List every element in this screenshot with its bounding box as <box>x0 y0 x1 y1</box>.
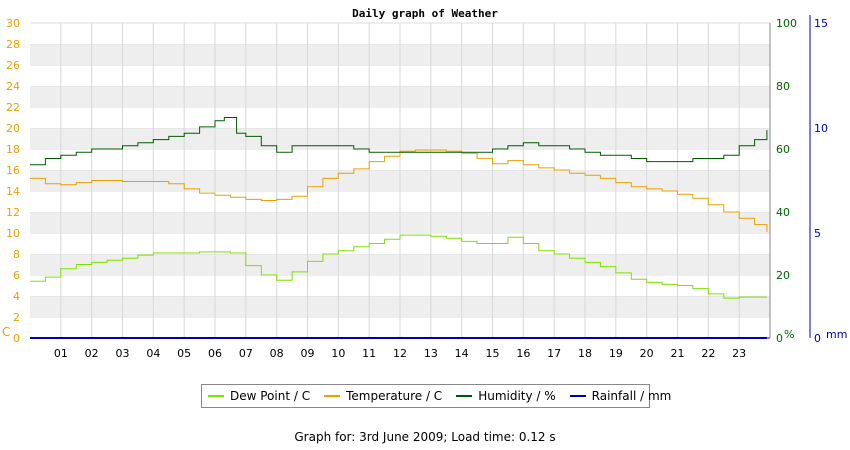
legend-item-humidity: Humidity / % <box>456 389 556 403</box>
left-tick-label: 26 <box>6 59 20 72</box>
x-tick-label: 04 <box>146 347 160 360</box>
x-tick-label: 09 <box>301 347 315 360</box>
legend-label: Humidity / % <box>478 389 556 403</box>
x-tick-label: 08 <box>270 347 284 360</box>
left-tick-label: 10 <box>6 227 20 240</box>
left-tick-label: 14 <box>6 185 20 198</box>
x-tick-label: 16 <box>516 347 530 360</box>
left-tick-label: 22 <box>6 101 20 114</box>
left-tick-label: 8 <box>13 248 20 261</box>
humidity-tick-label: 40 <box>776 206 790 219</box>
humidity-tick-label: 60 <box>776 143 790 156</box>
legend-label: Rainfall / mm <box>591 389 672 403</box>
x-tick-label: 06 <box>208 347 222 360</box>
legend-swatch-rainfall <box>569 395 586 397</box>
rain-tick-label: 5 <box>814 227 821 240</box>
left-axis-unit: C <box>2 325 10 339</box>
x-tick-label: 11 <box>362 347 376 360</box>
vertical-gridlines <box>60 23 740 338</box>
humidity-tick-label: 80 <box>776 80 790 93</box>
left-tick-label: 4 <box>13 290 20 303</box>
temperature-line <box>30 149 768 232</box>
left-tick-label: 28 <box>6 38 20 51</box>
dew-point-line <box>30 234 767 299</box>
x-tick-label: 17 <box>547 347 561 360</box>
legend-swatch-humidity <box>456 395 473 397</box>
x-tick-label: 14 <box>455 347 469 360</box>
humidity-tick-label: 20 <box>776 269 790 282</box>
rain-axis-unit: mm <box>826 328 847 341</box>
x-tick-label: 13 <box>424 347 438 360</box>
left-tick-label: 2 <box>13 311 20 324</box>
footer-status: Graph for: 3rd June 2009; Load time: 0.1… <box>294 430 556 444</box>
left-tick-label: 0 <box>13 332 20 345</box>
legend-swatch-dew-point <box>208 395 224 397</box>
humidity-tick-label: 100 <box>776 17 797 30</box>
legend-swatch-temperature <box>324 395 341 397</box>
x-tick-label: 20 <box>640 347 654 360</box>
rain-tick-label: 0 <box>814 332 821 345</box>
left-tick-label: 12 <box>6 206 20 219</box>
x-tick-label: 15 <box>486 347 500 360</box>
rain-tick-label: 15 <box>814 17 828 30</box>
left-tick-label: 24 <box>6 80 20 93</box>
x-tick-label: 03 <box>116 347 130 360</box>
x-tick-label: 10 <box>331 347 345 360</box>
legend-label: Temperature / C <box>346 389 443 403</box>
chart-title: Daily graph of Weather <box>352 7 498 20</box>
left-tick-label: 6 <box>13 269 20 282</box>
x-tick-label: 21 <box>671 347 685 360</box>
rain-tick-label: 10 <box>814 122 828 135</box>
left-tick-label: 20 <box>6 122 20 135</box>
legend-item-temperature: Temperature / C <box>324 389 442 403</box>
axes <box>30 15 811 339</box>
legend: Dew Point / C Temperature / C Humidity /… <box>201 384 671 408</box>
x-tick-label: 12 <box>393 347 407 360</box>
x-tick-label: 02 <box>85 347 99 360</box>
x-tick-label: 19 <box>609 347 623 360</box>
left-tick-label: 16 <box>6 164 20 177</box>
left-tick-label: 18 <box>6 143 20 156</box>
legend-item-dew-point: Dew Point / C <box>208 389 310 403</box>
legend-item-rainfall: Rainfall / mm <box>569 389 672 403</box>
x-tick-label: 23 <box>732 347 746 360</box>
x-tick-label: 01 <box>54 347 68 360</box>
humidity-line <box>30 117 768 166</box>
humidity-axis-unit: % <box>784 328 794 341</box>
x-tick-label: 07 <box>239 347 253 360</box>
x-tick-label: 22 <box>701 347 715 360</box>
x-tick-label: 05 <box>177 347 191 360</box>
legend-label: Dew Point / C <box>230 389 311 403</box>
left-tick-label: 30 <box>6 17 20 30</box>
x-tick-label: 18 <box>578 347 592 360</box>
humidity-tick-label: 0 <box>776 332 783 345</box>
